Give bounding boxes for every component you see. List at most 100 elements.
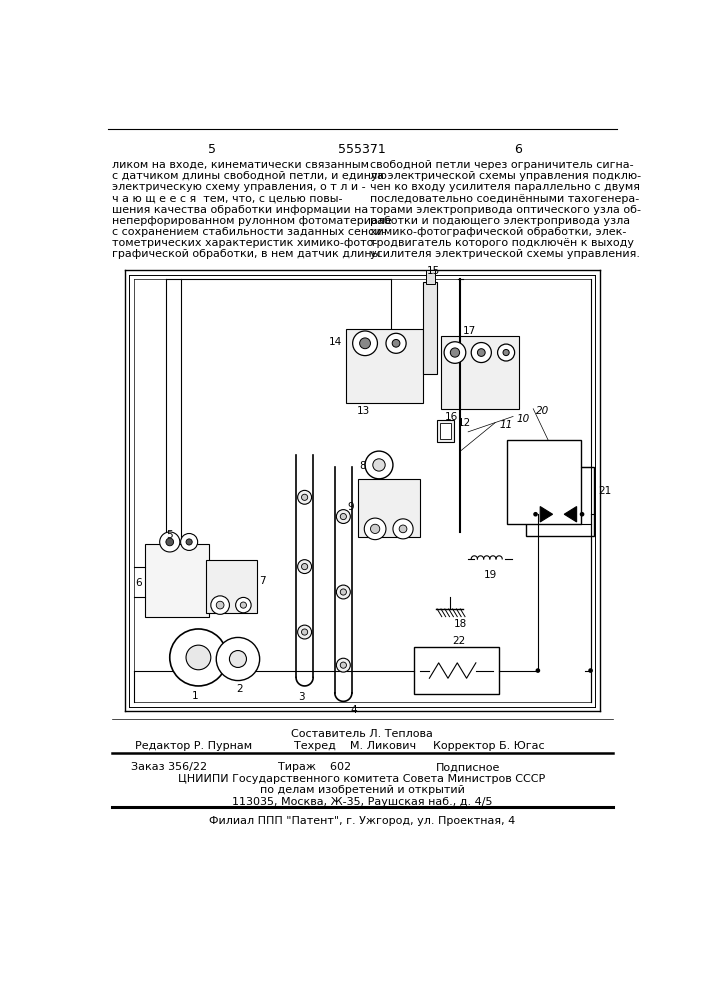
Bar	[440, 423, 451, 439]
Bar	[414, 647, 499, 694]
Circle shape	[472, 343, 491, 363]
Text: графической обработки, в нем датчик длины: графической обработки, в нем датчик длин…	[112, 249, 380, 259]
Text: 17: 17	[462, 326, 476, 336]
Circle shape	[166, 538, 174, 546]
Bar	[145, 544, 209, 617]
Text: 8: 8	[360, 461, 366, 471]
Text: 7: 7	[259, 576, 266, 586]
Text: ч а ю щ е е с я  тем, что, с целью повы-: ч а ю щ е е с я тем, что, с целью повы-	[112, 194, 342, 204]
Text: ликом на входе, кинематически связанным: ликом на входе, кинематически связанным	[112, 160, 368, 170]
Text: Заказ 356/22: Заказ 356/22	[131, 762, 207, 772]
Text: 21: 21	[598, 486, 612, 496]
Bar	[526, 466, 595, 536]
Text: Подписное: Подписное	[436, 762, 500, 772]
Bar	[507, 440, 580, 524]
Circle shape	[298, 625, 312, 639]
Text: 3: 3	[298, 692, 305, 702]
Circle shape	[353, 331, 378, 356]
Text: усилителя электрической схемы управления.: усилителя электрической схемы управления…	[370, 249, 640, 259]
Text: электрическую схему управления, о т л и -: электрическую схему управления, о т л и …	[112, 182, 366, 192]
Text: 11: 11	[499, 420, 513, 430]
Text: 22: 22	[452, 636, 466, 646]
Circle shape	[535, 668, 540, 673]
Text: 555371: 555371	[338, 143, 386, 156]
Text: шения качества обработки информации на: шения качества обработки информации на	[112, 205, 368, 215]
Text: чен ко входу усилителя параллельно с двумя: чен ко входу усилителя параллельно с дву…	[370, 182, 640, 192]
Text: работки и подающего электропривода узла: работки и подающего электропривода узла	[370, 216, 630, 226]
Text: свободной петли через ограничитель сигна-: свободной петли через ограничитель сигна…	[370, 160, 633, 170]
Bar	[441, 336, 518, 409]
Circle shape	[298, 560, 312, 574]
Bar	[551, 478, 570, 489]
Polygon shape	[540, 507, 553, 522]
Circle shape	[186, 539, 192, 545]
Text: по делам изобретений и открытий: по делам изобретений и открытий	[259, 785, 464, 795]
Text: неперфорированном рулонном фотоматериале: неперфорированном рулонном фотоматериале	[112, 216, 392, 226]
Circle shape	[216, 637, 259, 681]
Text: Составитель Л. Теплова: Составитель Л. Теплова	[291, 729, 433, 739]
Text: Техред    М. Ликович: Техред М. Ликович	[293, 741, 416, 751]
Circle shape	[298, 490, 312, 504]
Circle shape	[393, 519, 413, 539]
Circle shape	[170, 629, 227, 686]
Circle shape	[340, 589, 346, 595]
Circle shape	[386, 333, 406, 353]
Circle shape	[370, 524, 380, 533]
Circle shape	[580, 512, 585, 517]
Circle shape	[160, 532, 180, 552]
Circle shape	[477, 349, 485, 356]
Text: 13: 13	[357, 406, 370, 416]
Circle shape	[533, 512, 538, 517]
Text: торами электропривода оптического узла об-: торами электропривода оптического узла о…	[370, 205, 641, 215]
Circle shape	[588, 668, 593, 673]
Bar	[358, 479, 420, 537]
Text: 6: 6	[515, 143, 522, 156]
Circle shape	[301, 564, 308, 570]
Text: 2: 2	[236, 684, 243, 694]
Circle shape	[186, 645, 211, 670]
Text: Редактор Р. Пурнам: Редактор Р. Пурнам	[135, 741, 252, 751]
Text: 113035, Москва, Ж-35, Раушская наб., д. 4/5: 113035, Москва, Ж-35, Раушская наб., д. …	[232, 797, 492, 807]
Circle shape	[301, 629, 308, 635]
Circle shape	[392, 339, 400, 347]
Circle shape	[216, 601, 224, 609]
Circle shape	[211, 596, 230, 614]
Bar	[423, 282, 437, 374]
Text: 16: 16	[445, 412, 458, 422]
Text: ЦНИИПИ Государственного комитета Совета Министров СССР: ЦНИИПИ Государственного комитета Совета …	[178, 774, 546, 784]
Text: тометрических характеристик химико-фото-: тометрических характеристик химико-фото-	[112, 238, 377, 248]
Text: тродвигатель которого подключён к выходу: тродвигатель которого подключён к выходу	[370, 238, 633, 248]
Polygon shape	[564, 507, 577, 522]
Text: 15: 15	[427, 266, 440, 276]
Text: Филиал ППП "Патент", г. Ужгород, ул. Проектная, 4: Филиал ППП "Патент", г. Ужгород, ул. Про…	[209, 816, 515, 826]
Circle shape	[301, 494, 308, 500]
Circle shape	[450, 348, 460, 357]
Text: Корректор Б. Югас: Корректор Б. Югас	[433, 741, 545, 751]
Text: 5: 5	[166, 530, 173, 540]
Text: 12: 12	[458, 418, 472, 428]
Circle shape	[235, 597, 251, 613]
Text: ла электрической схемы управления подклю-: ла электрической схемы управления подклю…	[370, 171, 641, 181]
Circle shape	[360, 338, 370, 349]
Circle shape	[240, 602, 247, 608]
Bar	[206, 560, 257, 613]
Text: 19: 19	[484, 570, 497, 580]
Text: 4: 4	[351, 705, 357, 715]
Text: химико-фотографической обработки, элек-: химико-фотографической обработки, элек-	[370, 227, 626, 237]
Bar	[426, 270, 435, 284]
Circle shape	[444, 342, 466, 363]
Circle shape	[340, 662, 346, 668]
Text: 5: 5	[209, 143, 216, 156]
Text: с датчиком длины свободной петли, и единую: с датчиком длины свободной петли, и един…	[112, 171, 387, 181]
Circle shape	[340, 513, 346, 520]
Bar	[346, 329, 423, 403]
Text: 18: 18	[453, 619, 467, 629]
Text: последовательно соединёнными тахогенера-: последовательно соединёнными тахогенера-	[370, 194, 639, 204]
Text: 9: 9	[347, 502, 354, 512]
Circle shape	[498, 344, 515, 361]
Circle shape	[337, 510, 351, 523]
Circle shape	[230, 651, 247, 667]
Circle shape	[337, 585, 351, 599]
Text: 6: 6	[136, 578, 142, 588]
Bar	[437, 420, 454, 442]
